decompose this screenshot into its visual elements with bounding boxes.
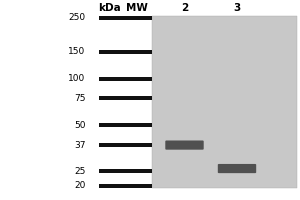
Bar [99,50,152,54]
Text: 250: 250 [68,14,86,22]
Text: 2: 2 [181,3,188,13]
Bar [99,169,152,173]
Bar [99,77,152,81]
Text: 50: 50 [74,121,85,130]
Text: kDa: kDa [98,3,121,13]
FancyBboxPatch shape [218,164,256,173]
Bar [99,184,152,188]
Bar [99,143,152,147]
Text: 20: 20 [74,182,85,190]
Bar [99,96,152,100]
Text: 25: 25 [74,167,85,176]
Bar [99,123,152,127]
Text: 37: 37 [74,141,85,150]
Text: 100: 100 [68,74,86,83]
Text: 75: 75 [74,94,85,103]
Bar [99,16,152,20]
Text: 150: 150 [68,47,86,56]
Text: 3: 3 [233,3,241,13]
Bar [152,16,297,188]
FancyBboxPatch shape [165,140,204,150]
Text: MW: MW [126,3,147,13]
